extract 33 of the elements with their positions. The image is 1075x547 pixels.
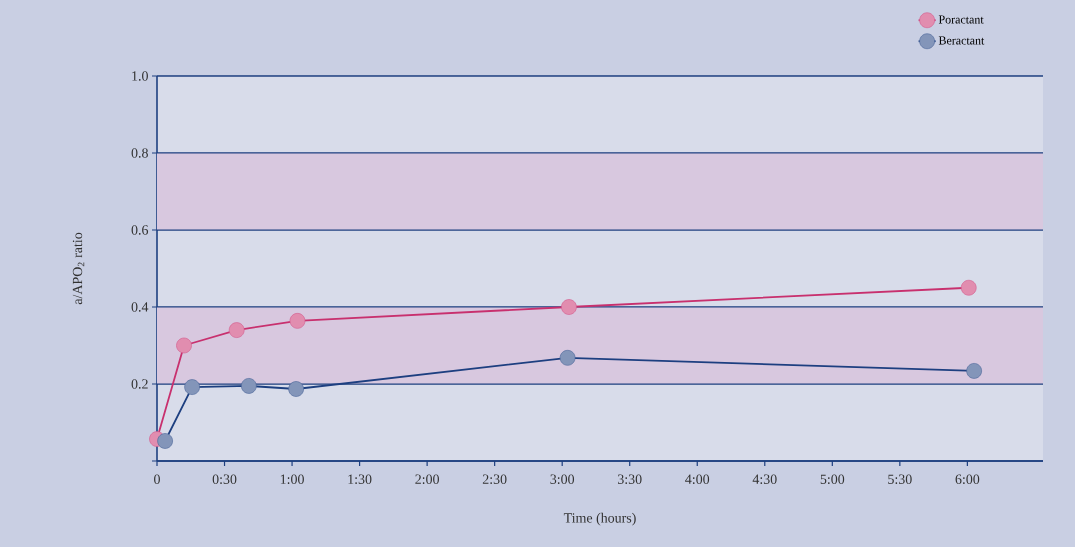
legend-label: Beractant bbox=[938, 36, 985, 45]
y-tick-label: 0.6 bbox=[131, 225, 149, 235]
y-tick-label: 0.4 bbox=[131, 302, 149, 312]
x-tick-label: 4:30 bbox=[752, 474, 777, 484]
legend-label: Poractant bbox=[938, 15, 984, 24]
point bbox=[157, 433, 173, 449]
x-tick-label: 3:30 bbox=[617, 474, 642, 484]
y-tick-label: 0.2 bbox=[131, 379, 148, 389]
x-tick-label: 0 bbox=[154, 474, 160, 484]
point bbox=[561, 299, 577, 315]
point bbox=[559, 350, 576, 366]
point bbox=[966, 363, 982, 379]
x-tick-label: 6:00 bbox=[955, 474, 980, 484]
y-axis-title: a/APO$_{2}$ ratio bbox=[72, 232, 85, 305]
point bbox=[241, 378, 257, 394]
point bbox=[288, 381, 304, 397]
x-tick-label: 5:30 bbox=[888, 474, 912, 484]
x-tick-label: 2:00 bbox=[415, 474, 439, 484]
x-tick-label: 4:00 bbox=[685, 474, 710, 484]
x-axis-title: Time (hours) bbox=[563, 512, 636, 526]
point bbox=[184, 379, 200, 395]
point bbox=[176, 337, 192, 354]
x-tick-label: 2:30 bbox=[482, 474, 507, 484]
x-tick-label: 5:00 bbox=[820, 474, 845, 484]
y-tick-label: 0.8 bbox=[131, 148, 148, 158]
point bbox=[960, 279, 977, 296]
y-tick-label: 1.0 bbox=[132, 71, 148, 81]
x-tick-label: 1:30 bbox=[348, 474, 372, 484]
x-tick-label: 3:00 bbox=[550, 474, 575, 484]
point bbox=[228, 322, 245, 338]
x-tick-label: 0:30 bbox=[212, 474, 237, 484]
x-tick-label: 1:00 bbox=[280, 474, 304, 484]
point bbox=[289, 313, 306, 329]
